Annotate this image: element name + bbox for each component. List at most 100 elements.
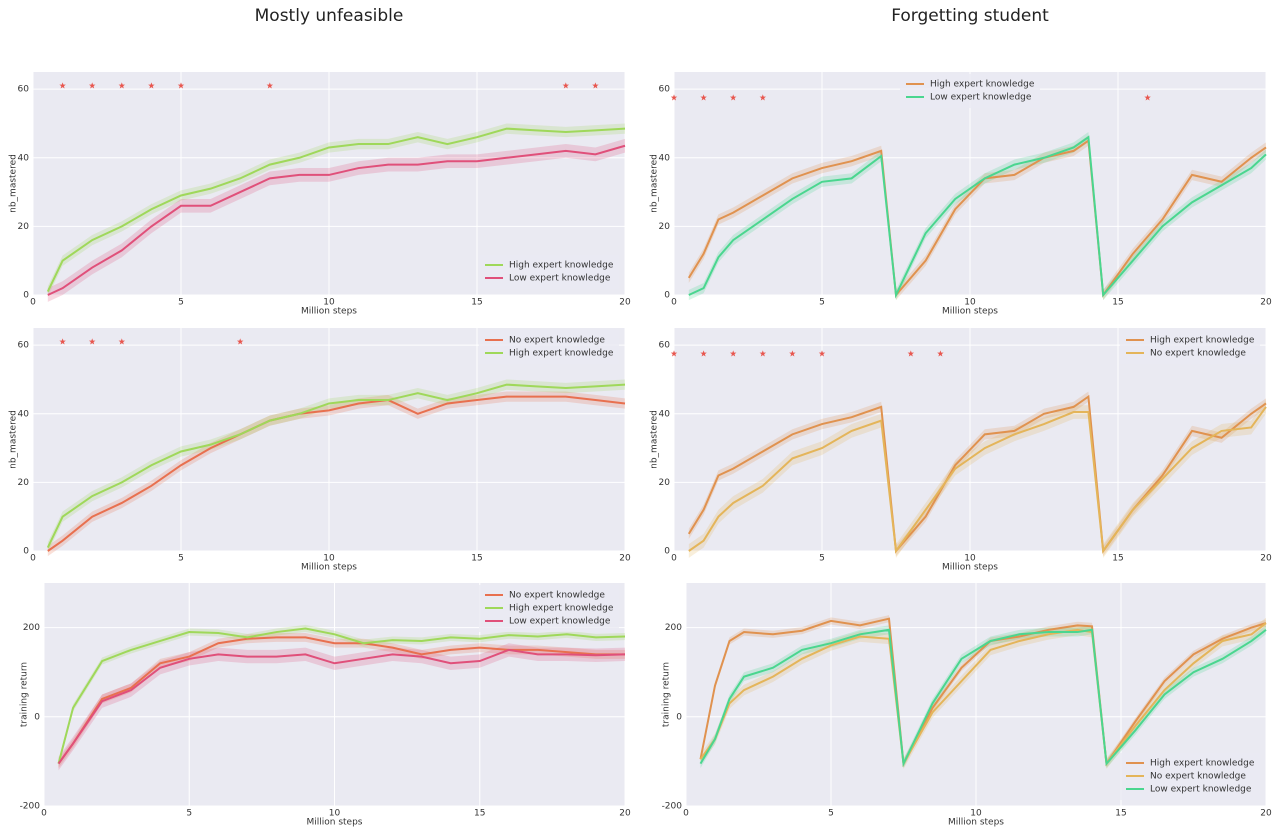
legend-box [479,255,619,289]
y-tick-label: 60 [659,341,671,351]
significance-star [729,350,737,357]
significance-star [266,82,274,89]
legend-label: Low expert knowledge [509,274,611,284]
chart-title: Forgetting student [891,6,1049,26]
y-axis-label: training return [20,662,30,727]
legend: No expert knowledge High expert knowledge [479,330,619,364]
legend-label: No expert knowledge [1150,772,1246,782]
series-line [47,395,626,552]
significance-star [700,94,707,101]
y-tick-label: -200 [662,802,683,812]
significance-star [592,82,599,89]
legend-label: High expert knowledge [930,80,1035,90]
legend-label: No expert knowledge [509,336,605,346]
series-line [46,127,626,293]
x-tick-label: 20 [1260,298,1272,308]
x-tick-label: 10 [323,298,335,308]
series-line [699,622,1267,767]
series-line [47,144,626,296]
legend: High expert knowledge No expert knowledge [1120,330,1260,364]
significance-star [729,94,737,101]
significance-star [1144,94,1151,101]
x-tick-label: 15 [1112,298,1123,308]
legend-label: High expert knowledge [1150,759,1255,769]
y-tick-label: 0 [664,291,670,301]
legend-label: Low expert knowledge [930,93,1032,103]
significance-star [670,94,678,101]
legend-label: No expert knowledge [509,591,605,601]
significance-star [177,82,185,89]
series-line [57,627,626,764]
x-tick-label: 15 [474,809,485,819]
x-axis-label: Million steps [942,563,998,573]
legend-box [1120,330,1260,364]
series-line [688,406,1267,554]
x-axis-label: Million steps [301,307,357,317]
legend-box [900,74,1040,108]
significance-star [59,82,66,89]
significance-star [789,350,796,357]
y-tick-label: 200 [23,623,40,633]
y-tick-label: 0 [664,547,670,557]
significance-star [562,82,570,89]
y-tick-label: 40 [659,409,671,419]
series-line [57,636,625,765]
y-tick-label: 20 [18,478,30,488]
x-tick-label: 10 [964,554,976,564]
legend-label: No expert knowledge [1150,349,1246,359]
y-tick-label: 40 [18,409,30,419]
series-line [699,628,1267,768]
legend-label: Low expert knowledge [1150,785,1252,795]
significance-star [88,82,96,89]
x-tick-label: 15 [471,298,482,308]
x-axis-label: Million steps [301,563,357,573]
y-tick-label: 0 [23,291,29,301]
y-tick-label: 40 [18,153,30,163]
legend-label: High expert knowledge [509,604,614,614]
x-axis-label: Million steps [307,818,363,828]
x-axis-label: Million steps [942,307,998,317]
significance-star [907,350,915,357]
significance-star [118,338,126,345]
error-band [47,391,626,557]
x-tick-label: 0 [671,298,677,308]
legend-box [479,330,619,364]
y-tick-label: 40 [659,153,671,163]
x-tick-label: 0 [41,809,47,819]
y-axis-label: training return [662,662,672,727]
x-tick-label: 5 [828,809,834,819]
y-tick-label: 0 [676,712,682,722]
significance-star [700,350,707,357]
significance-star [759,94,767,101]
x-tick-label: 15 [1115,809,1126,819]
legend: No expert knowledge High expert knowledge… [479,585,619,632]
legend-label: Low expert knowledge [509,617,611,627]
legend: High expert knowledge Low expert knowledg… [479,255,619,289]
y-tick-label: 0 [23,547,29,557]
significance-star [118,82,126,89]
legend-label: High expert knowledge [509,261,614,271]
x-tick-label: 10 [970,809,982,819]
series-line [57,648,626,765]
y-tick-label: 200 [665,623,682,633]
y-axis-label: nb_mastered [650,154,660,213]
legend: High expert knowledge Low expert knowledg… [900,74,1040,108]
legend-label: High expert knowledge [1150,336,1255,346]
error-band [688,400,1266,558]
x-tick-label: 15 [1112,554,1123,564]
x-tick-label: 20 [1260,809,1272,819]
x-tick-label: 20 [619,809,631,819]
x-axis-label: Million steps [948,818,1004,828]
x-tick-label: 20 [619,554,631,564]
x-tick-label: 10 [964,298,976,308]
y-tick-label: 60 [659,85,671,95]
significance-star [59,338,66,345]
significance-star [148,82,155,89]
significance-star [236,338,244,345]
significance-star [670,350,678,357]
y-axis-label: nb_mastered [9,410,19,469]
x-tick-label: 5 [186,809,192,819]
x-tick-label: 15 [471,554,482,564]
y-tick-label: 60 [18,341,30,351]
